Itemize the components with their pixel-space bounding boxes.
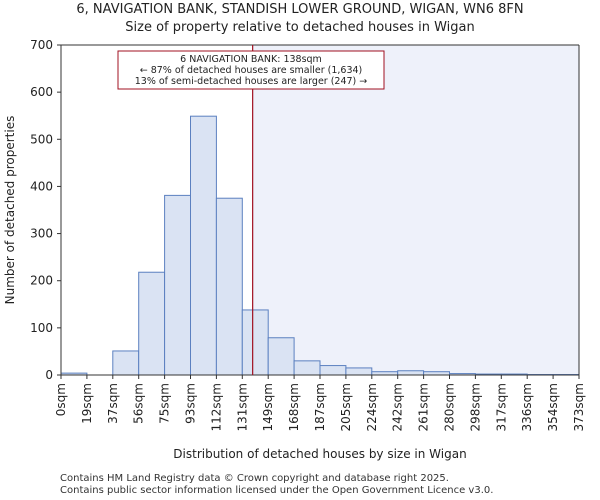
bar-75sqm: [164, 194, 192, 376]
x-tick-label: 298sqm: [468, 383, 482, 431]
x-tick-label: 224sqm: [365, 383, 379, 431]
bar-168sqm: [293, 360, 321, 376]
bar-37sqm: [112, 350, 140, 376]
annotation-line-1: 6 NAVIGATION BANK: 138sqm: [180, 54, 322, 65]
footer-line-2: Contains public sector information licen…: [60, 485, 494, 496]
x-tick-label: 187sqm: [313, 383, 327, 431]
bar-149sqm: [267, 337, 295, 376]
bar-187sqm: [319, 365, 347, 376]
x-tick-label: 373sqm: [572, 383, 586, 431]
x-tick-label: 75sqm: [158, 383, 172, 424]
chart-subtitle: Size of property relative to detached ho…: [125, 20, 475, 35]
y-tick-label: 700: [30, 38, 53, 52]
bar-93sqm: [190, 115, 217, 376]
x-tick-label: 112sqm: [209, 383, 223, 431]
bar-205sqm: [345, 367, 373, 376]
x-tick-label: 168sqm: [287, 383, 301, 431]
annotation-box: [117, 50, 385, 90]
x-tick-label: 149sqm: [261, 383, 275, 431]
y-tick-label: 400: [30, 179, 53, 193]
x-tick-label: 336sqm: [520, 383, 534, 431]
x-tick-label: 261sqm: [417, 383, 431, 431]
x-tick-label: 280sqm: [443, 383, 457, 431]
y-tick-label: 600: [30, 85, 53, 99]
x-tick-label: 354sqm: [546, 383, 560, 431]
x-tick-label: 242sqm: [391, 383, 405, 431]
y-tick-label: 300: [30, 227, 53, 241]
x-tick-label: 93sqm: [184, 383, 198, 424]
x-axis-label: Distribution of detached houses by size …: [173, 447, 466, 461]
footer-line-1: Contains HM Land Registry data © Crown c…: [60, 473, 449, 484]
y-tick-label: 200: [30, 274, 53, 288]
chart-title: 6, NAVIGATION BANK, STANDISH LOWER GROUN…: [76, 2, 524, 17]
bar-242sqm: [397, 370, 425, 376]
annotation-line-2: ← 87% of detached houses are smaller (1,…: [140, 65, 363, 76]
annotation-line-3: 13% of semi-detached houses are larger (…: [135, 76, 368, 87]
x-tick-label: 56sqm: [132, 383, 146, 424]
x-tick-label: 0sqm: [54, 383, 68, 416]
x-tick-label: 19sqm: [80, 383, 94, 424]
y-tick-label: 100: [30, 321, 53, 335]
y-tick-label: 0: [45, 368, 53, 382]
bar-131sqm: [241, 309, 269, 376]
x-tick-label: 131sqm: [235, 383, 249, 431]
x-tick-label: 317sqm: [494, 383, 508, 431]
larger-region-shade: [252, 45, 579, 375]
x-tick-label: 205sqm: [339, 383, 353, 431]
x-tick-label: 37sqm: [106, 383, 120, 424]
y-axis-label: Number of detached properties: [3, 116, 17, 305]
bar-56sqm: [138, 271, 166, 376]
bar-112sqm: [215, 197, 243, 376]
y-tick-label: 500: [30, 132, 53, 146]
